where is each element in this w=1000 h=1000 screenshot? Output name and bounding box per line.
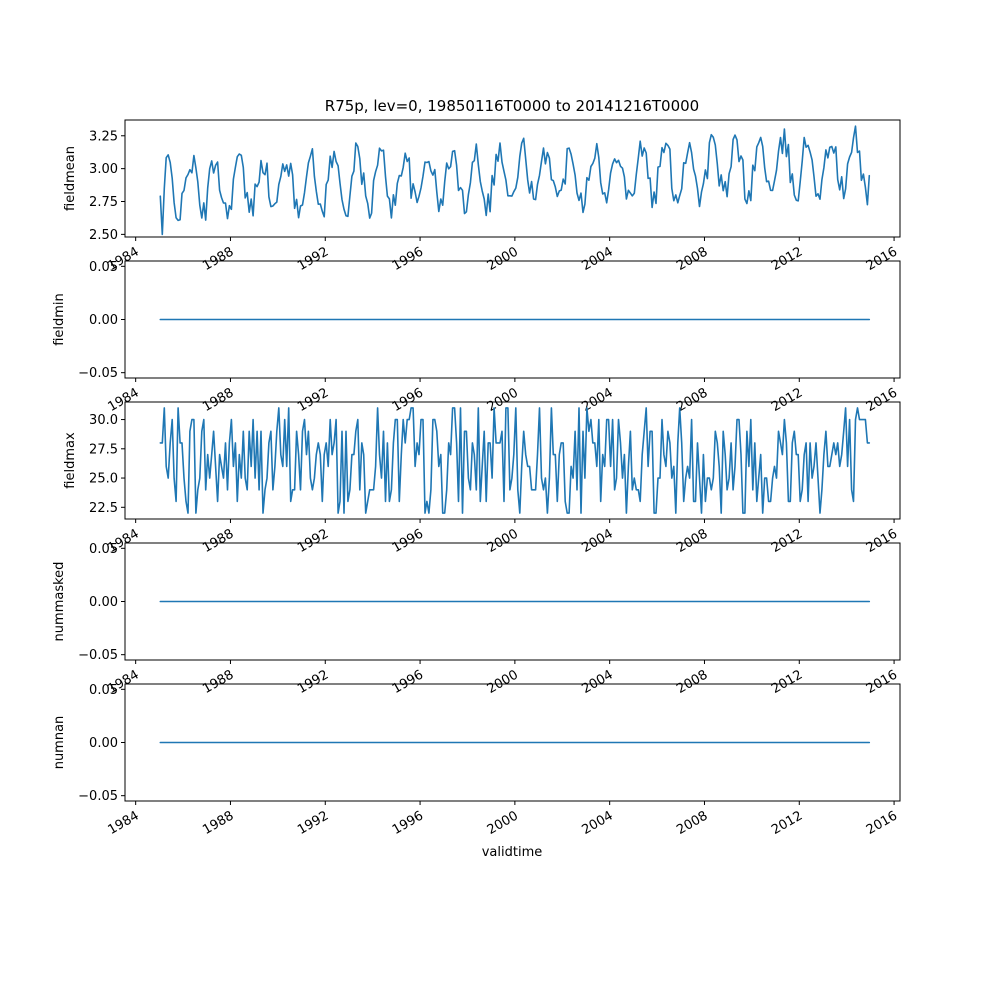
x-tick-label: 1988 (200, 385, 236, 415)
x-tick-label: 2016 (864, 808, 900, 838)
x-tick-label: 1992 (295, 244, 331, 274)
x-tick-label: 2004 (580, 526, 616, 556)
x-tick-label: 1992 (295, 808, 331, 838)
y-tick-label: 3.00 (89, 162, 118, 177)
x-tick-label: 1988 (200, 244, 236, 274)
y-tick-label: −0.05 (78, 366, 118, 381)
x-tick-label: 2008 (674, 244, 710, 274)
x-tick-label: 1992 (295, 385, 331, 415)
x-tick-label: 2016 (864, 526, 900, 556)
x-tick-label: 1992 (295, 526, 331, 556)
subplot-numnan: 0.05 0.00 −0.05 1984 1988 1992 1996 2000 2004 200… (52, 683, 901, 838)
x-tick-label: 2008 (674, 808, 710, 838)
x-tick-label: 2012 (769, 385, 805, 415)
y-tick-label: 0.05 (89, 542, 118, 557)
y-tick-label: −0.05 (78, 789, 118, 804)
x-tick-label: 1988 (200, 526, 236, 556)
x-tick-label: 2012 (769, 667, 805, 697)
y-axis-label: fieldmax (63, 432, 78, 489)
series-line (159, 407, 871, 514)
y-tick-label: 27.5 (89, 442, 118, 457)
x-tick-label: 2016 (864, 244, 900, 274)
x-tick-label: 1996 (390, 526, 426, 556)
x-tick-label: 2004 (580, 385, 616, 415)
y-tick-label: 25.0 (89, 472, 118, 487)
x-tick-label: 2000 (485, 526, 521, 556)
x-tick-label: 1988 (200, 667, 236, 697)
y-axis-label: nummasked (52, 562, 67, 642)
y-tick-label: −0.05 (78, 648, 118, 663)
y-tick-label: 0.05 (89, 260, 118, 275)
x-tick-label: 1984 (106, 385, 142, 415)
x-tick-label: 1988 (200, 808, 236, 838)
chart-title: R75p, lev=0, 19850116T0000 to 20141216T0… (325, 97, 699, 115)
y-axis-label: fieldmean (63, 146, 78, 211)
x-tick-label: 1996 (390, 385, 426, 415)
x-axis-label: validtime (482, 845, 543, 860)
series-line (159, 125, 871, 236)
x-tick-label: 2008 (674, 667, 710, 697)
y-tick-label: 22.5 (89, 501, 118, 516)
y-tick-label: 0.00 (89, 313, 118, 328)
x-tick-label: 2012 (769, 244, 805, 274)
y-tick-label: 30.0 (89, 413, 118, 428)
y-tick-label: 0.00 (89, 736, 118, 751)
y-tick-label: 0.05 (89, 683, 118, 698)
x-tick-label: 2000 (485, 808, 521, 838)
x-tick-label: 1996 (390, 244, 426, 274)
y-tick-label: 0.00 (89, 595, 118, 610)
x-tick-label: 2016 (864, 385, 900, 415)
x-tick-label: 1996 (390, 667, 426, 697)
plot-frame (124, 401, 901, 520)
y-tick-label: 2.50 (89, 228, 118, 243)
y-axis-label: fieldmin (52, 293, 67, 346)
x-tick-label: 2004 (580, 244, 616, 274)
x-tick-label: 1992 (295, 667, 331, 697)
x-tick-label: 2012 (769, 526, 805, 556)
x-tick-label: 2000 (485, 244, 521, 274)
x-tick-label: 2016 (864, 667, 900, 697)
x-tick-label: 2000 (485, 667, 521, 697)
y-tick-label: 2.75 (89, 195, 118, 210)
plot-frame (124, 119, 901, 238)
x-tick-label: 1996 (390, 808, 426, 838)
x-tick-label: 2004 (580, 808, 616, 838)
x-tick-label: 2004 (580, 667, 616, 697)
x-tick-label: 1984 (106, 808, 142, 838)
y-tick-label: 3.25 (89, 129, 118, 144)
y-axis-label: numnan (52, 716, 67, 770)
x-tick-label: 2008 (674, 526, 710, 556)
x-tick-label: 2012 (769, 808, 805, 838)
